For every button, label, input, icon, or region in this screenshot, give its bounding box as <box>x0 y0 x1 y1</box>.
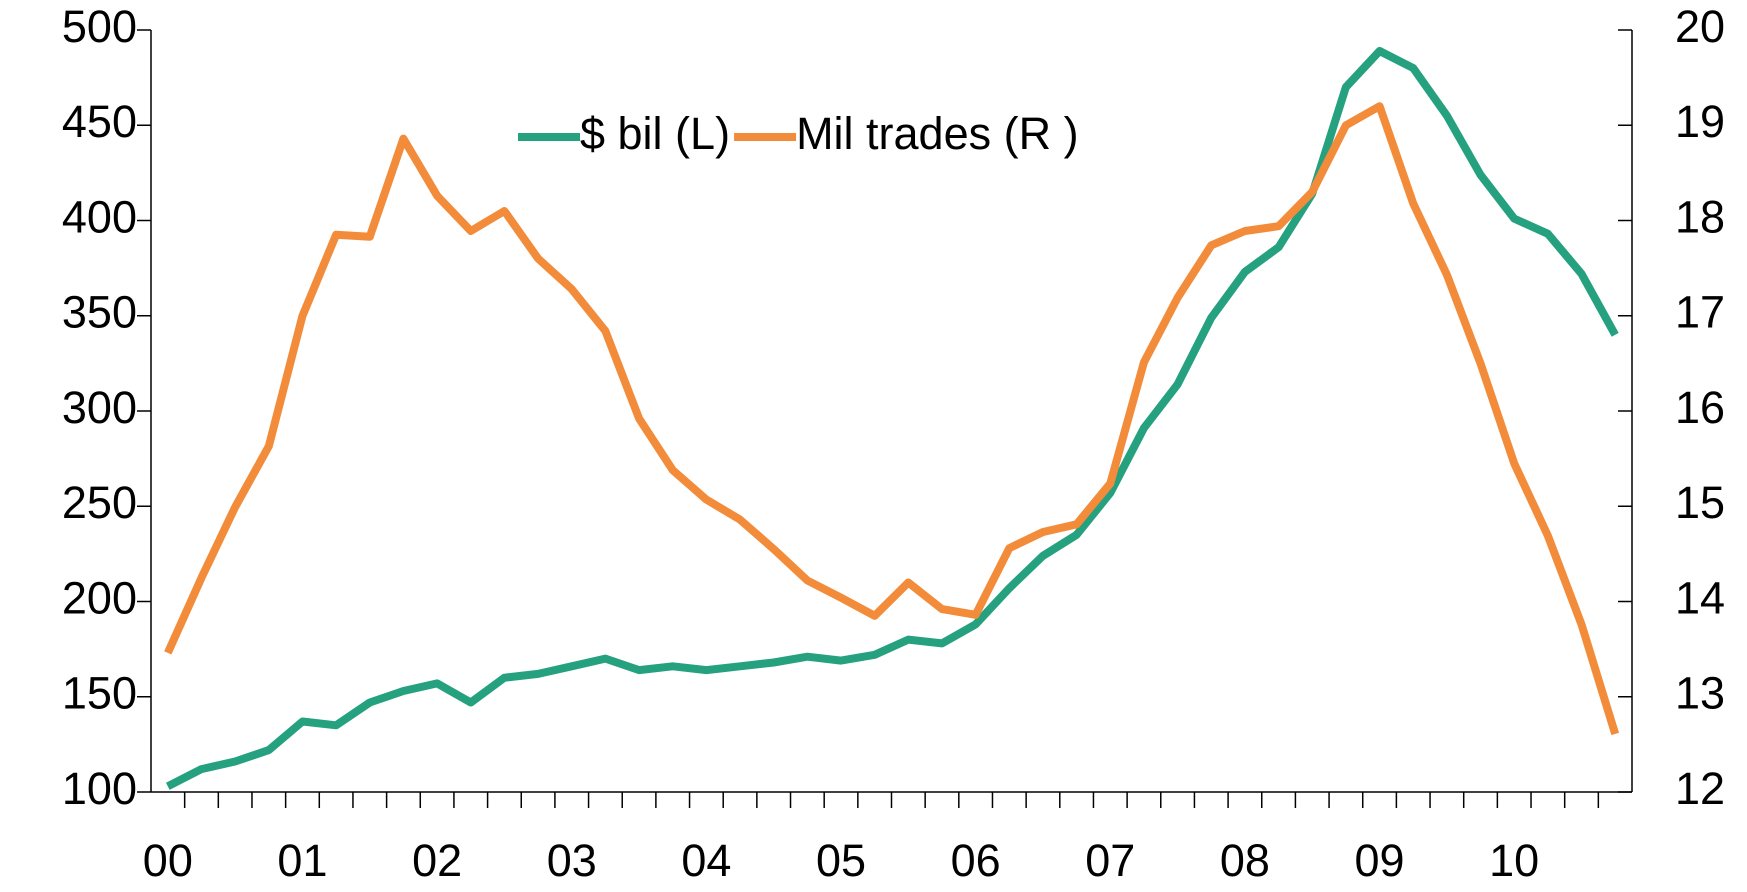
x-tick-label: 07 <box>1085 835 1135 886</box>
x-tick-label: 03 <box>547 835 597 886</box>
y2-tick-label: 19 <box>1675 96 1725 147</box>
x-tick-label: 04 <box>681 835 731 886</box>
x-tick-label: 01 <box>277 835 327 886</box>
y2-tick-label: 12 <box>1675 763 1725 814</box>
y2-tick-label: 20 <box>1675 1 1725 52</box>
y-tick-label: 350 <box>62 287 137 338</box>
y-tick-label: 300 <box>62 382 137 433</box>
x-tick-label: 10 <box>1489 835 1539 886</box>
y-tick-label: 500 <box>62 1 137 52</box>
y2-tick-label: 14 <box>1675 572 1725 623</box>
y-tick-label: 400 <box>62 191 137 242</box>
legend-label: $ bil (L) <box>580 108 730 159</box>
x-tick-label: 00 <box>143 835 193 886</box>
y2-tick-label: 16 <box>1675 382 1725 433</box>
data-line <box>164 102 1620 736</box>
x-tick-label: 09 <box>1355 835 1405 886</box>
y-tick-label: 200 <box>62 572 137 623</box>
y2-tick-label: 18 <box>1675 191 1725 242</box>
y2-tick-label: 17 <box>1675 287 1725 338</box>
x-tick-label: 06 <box>951 835 1001 886</box>
y-tick-label: 100 <box>62 763 137 814</box>
y2-tick-label: 15 <box>1675 477 1725 528</box>
y-tick-label: 250 <box>62 477 137 528</box>
y2-tick-label: 13 <box>1675 668 1725 719</box>
x-tick-label: 05 <box>816 835 866 886</box>
x-tick-label: 08 <box>1220 835 1270 886</box>
x-tick-label: 02 <box>412 835 462 886</box>
y-tick-label: 450 <box>62 96 137 147</box>
legend-label: Mil trades (R ) <box>796 108 1079 159</box>
data-line <box>165 47 1619 790</box>
y-tick-label: 150 <box>62 668 137 719</box>
